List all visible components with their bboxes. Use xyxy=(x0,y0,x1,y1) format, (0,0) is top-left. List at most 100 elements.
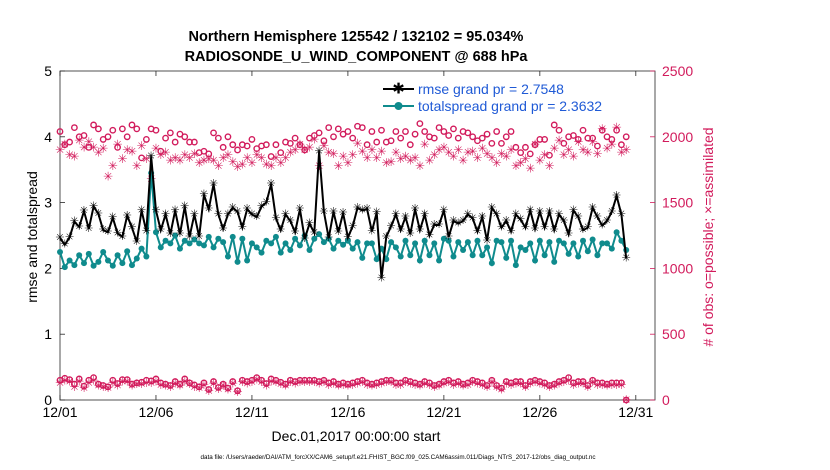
obs-assimilated-low-point: ✳ xyxy=(424,378,434,392)
rmse-point: ✳ xyxy=(454,218,463,230)
rmse-point: ✳ xyxy=(310,227,319,239)
obs-possible-low-point xyxy=(80,382,88,390)
obs-assimilated-point: ✳ xyxy=(583,146,593,160)
obs-assimilated-point: ✳ xyxy=(458,153,468,167)
obs-possible-point xyxy=(133,125,141,133)
obs-possible-point xyxy=(373,138,381,146)
spread-point xyxy=(143,253,150,260)
obs-possible-point xyxy=(123,133,131,141)
spread-point xyxy=(560,240,567,247)
obs-possible-point xyxy=(325,124,333,131)
obs-assimilated-low-point: ✳ xyxy=(578,377,588,391)
obs-possible-point xyxy=(70,124,78,131)
spread-point xyxy=(248,240,255,247)
rmse-point: ✳ xyxy=(252,211,261,223)
obs-possible-point xyxy=(344,128,352,135)
obs-assimilated-low-point: ✳ xyxy=(381,375,391,389)
obs-assimilated-point: ✳ xyxy=(161,146,171,160)
spread-point xyxy=(527,240,534,247)
obs-assimilated-low-point: ✳ xyxy=(137,377,147,391)
obs-possible-low-point xyxy=(229,378,237,385)
obs-assimilated-low-point: ✳ xyxy=(511,377,521,391)
obs-assimilated-point: ✳ xyxy=(194,156,204,170)
obs-assimilated-low-point: ✳ xyxy=(266,375,276,389)
legend-rmse-marker: ✱ xyxy=(392,81,405,98)
obs-possible-point xyxy=(368,128,376,135)
obs-possible-low-point xyxy=(90,374,97,382)
obs-assimilated-low-point: ✳ xyxy=(175,379,185,393)
obs-assimilated-point: ✳ xyxy=(429,148,439,162)
legend-rmse-label: rmse grand pr = 2.7548 xyxy=(418,81,564,97)
obs-assimilated-point: ✳ xyxy=(568,150,578,164)
obs-assimilated-low-point: ✳ xyxy=(204,384,214,398)
spread-point xyxy=(474,237,481,244)
obs-assimilated-point: ✳ xyxy=(554,134,564,148)
obs-assimilated-low-point: ✳ xyxy=(482,380,492,394)
obs-possible-point xyxy=(397,134,405,142)
obs-assimilated-point: ✳ xyxy=(55,143,65,157)
rmse-point: ✳ xyxy=(415,224,424,236)
spread-point xyxy=(536,237,543,244)
obs-assimilated-low-point: ✳ xyxy=(189,380,199,394)
obs-assimilated-low-point: ✳ xyxy=(592,378,602,392)
obs-possible-low-point xyxy=(219,380,227,388)
obs-assimilated-low-point: ✳ xyxy=(434,379,444,393)
obs-assimilated-point: ✳ xyxy=(338,150,348,164)
obs-possible-point xyxy=(546,151,553,159)
rmse-point: ✳ xyxy=(521,222,530,234)
rmse-point: ✳ xyxy=(147,151,156,163)
rmse-point: ✳ xyxy=(540,222,549,234)
rmse-point: ✳ xyxy=(267,178,276,190)
y-left-tick-label: 1 xyxy=(44,326,52,342)
obs-assimilated-point: ✳ xyxy=(233,160,243,174)
obs-assimilated-low-point: ✳ xyxy=(343,379,353,393)
spread-point xyxy=(316,231,323,238)
obs-assimilated-point: ✳ xyxy=(400,150,410,164)
obs-assimilated-low-point: ✳ xyxy=(544,380,554,394)
obs-assimilated-point: ✳ xyxy=(242,151,252,165)
rmse-point: ✳ xyxy=(430,219,439,231)
obs-assimilated-point: ✳ xyxy=(564,143,574,157)
spread-point xyxy=(460,246,467,253)
obs-assimilated-low-point: ✳ xyxy=(554,377,564,391)
spread-point xyxy=(464,239,471,246)
spread-point xyxy=(311,235,318,242)
obs-assimilated-low-point: ✳ xyxy=(458,379,468,393)
rmse-point: ✳ xyxy=(386,220,395,232)
obs-possible-point xyxy=(330,133,337,141)
y-right-tick-label: 2500 xyxy=(662,63,693,79)
obs-assimilated-low-point: ✳ xyxy=(228,377,238,391)
obs-assimilated-low-point: ✳ xyxy=(348,378,358,392)
obs-possible-point xyxy=(378,126,385,134)
obs-assimilated-low-point: ✳ xyxy=(386,375,396,389)
obs-possible-point xyxy=(531,141,539,149)
rmse-point: ✳ xyxy=(535,206,544,218)
obs-assimilated-point: ✳ xyxy=(530,138,540,152)
obs-possible-low-point xyxy=(152,375,160,383)
obs-possible-low-point xyxy=(176,380,184,388)
rmse-point: ✳ xyxy=(598,220,607,232)
obs-assimilated-low-point: ✳ xyxy=(146,376,156,390)
obs-assimilated-low-point: ✳ xyxy=(55,376,65,390)
rmse-point: ✳ xyxy=(569,204,578,216)
rmse-point: ✳ xyxy=(175,228,184,240)
obs-possible-point xyxy=(118,125,126,133)
obs-possible-point xyxy=(157,147,165,155)
y-axis-right-label: # of obs: o=possible; ×=assimilated xyxy=(700,127,716,346)
obs-assimilated-point: ✳ xyxy=(290,143,300,157)
obs-assimilated-low-point: ✳ xyxy=(194,381,204,395)
obs-assimilated-point: ✳ xyxy=(137,139,147,153)
obs-assimilated-low-point: ✳ xyxy=(285,375,295,389)
obs-assimilated-point: ✳ xyxy=(175,153,185,167)
obs-assimilated-low-point: ✳ xyxy=(276,377,286,391)
obs-assimilated-point: ✳ xyxy=(386,155,396,169)
spread-point xyxy=(397,253,404,260)
spread-point xyxy=(191,236,198,243)
obs-possible-point xyxy=(454,134,462,142)
rmse-point: ✳ xyxy=(578,224,587,236)
obs-assimilated-low-point: ✳ xyxy=(319,375,329,389)
spread-point xyxy=(373,256,380,263)
rmse-point: ✳ xyxy=(420,208,429,220)
obs-possible-point xyxy=(80,132,88,139)
